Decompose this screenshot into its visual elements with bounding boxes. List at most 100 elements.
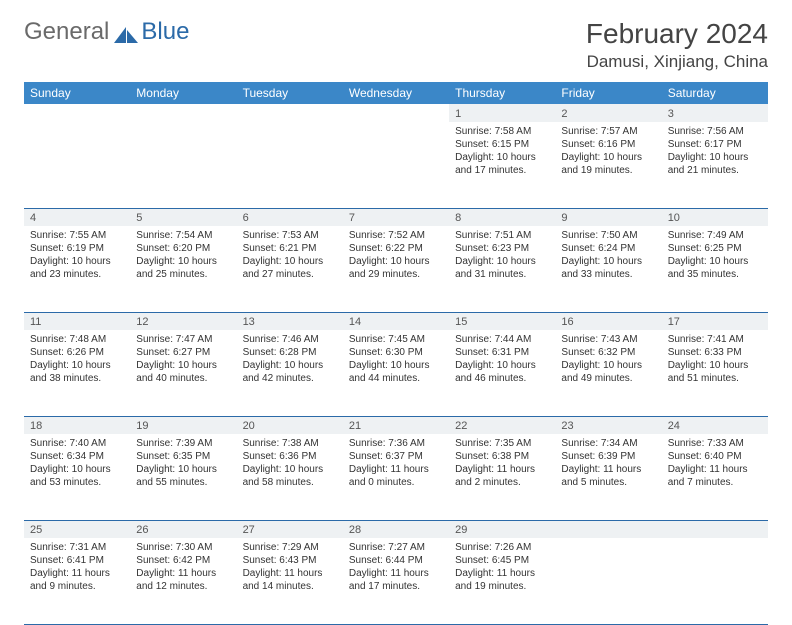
sunset-line: Sunset: 6:19 PM	[30, 242, 124, 255]
day-cell: Sunrise: 7:49 AMSunset: 6:25 PMDaylight:…	[662, 226, 768, 312]
sunset-line: Sunset: 6:21 PM	[243, 242, 337, 255]
calendar-body: 123 Sunrise: 7:58 AMSunset: 6:15 PMDayli…	[24, 104, 768, 624]
weekday-header: Saturday	[662, 82, 768, 104]
day-number-cell: 16	[555, 312, 661, 330]
day-number-cell: 25	[24, 520, 130, 538]
day-cell	[555, 538, 661, 624]
sunrise-line: Sunrise: 7:54 AM	[136, 229, 230, 242]
day-cell	[343, 122, 449, 208]
daylight-line: Daylight: 10 hours and 53 minutes.	[30, 463, 124, 489]
daylight-line: Daylight: 10 hours and 33 minutes.	[561, 255, 655, 281]
daylight-line: Daylight: 11 hours and 9 minutes.	[30, 567, 124, 593]
sunset-line: Sunset: 6:17 PM	[668, 138, 762, 151]
week-row: Sunrise: 7:58 AMSunset: 6:15 PMDaylight:…	[24, 122, 768, 208]
daylight-line: Daylight: 10 hours and 58 minutes.	[243, 463, 337, 489]
sunrise-line: Sunrise: 7:51 AM	[455, 229, 549, 242]
day-cell: Sunrise: 7:26 AMSunset: 6:45 PMDaylight:…	[449, 538, 555, 624]
day-number-cell: 14	[343, 312, 449, 330]
day-cell: Sunrise: 7:35 AMSunset: 6:38 PMDaylight:…	[449, 434, 555, 520]
sunset-line: Sunset: 6:42 PM	[136, 554, 230, 567]
daylight-line: Daylight: 11 hours and 17 minutes.	[349, 567, 443, 593]
weekday-header: Thursday	[449, 82, 555, 104]
brand-logo: General Blue	[24, 18, 189, 46]
brand-general: General	[24, 18, 109, 46]
day-cell: Sunrise: 7:53 AMSunset: 6:21 PMDaylight:…	[237, 226, 343, 312]
sunset-line: Sunset: 6:44 PM	[349, 554, 443, 567]
sunrise-line: Sunrise: 7:50 AM	[561, 229, 655, 242]
day-number-cell: 11	[24, 312, 130, 330]
day-number-cell: 1	[449, 104, 555, 122]
day-number-cell: 21	[343, 416, 449, 434]
day-cell: Sunrise: 7:29 AMSunset: 6:43 PMDaylight:…	[237, 538, 343, 624]
sunset-line: Sunset: 6:33 PM	[668, 346, 762, 359]
day-number-cell: 5	[130, 208, 236, 226]
daylight-line: Daylight: 10 hours and 38 minutes.	[30, 359, 124, 385]
brand-sail-icon	[113, 23, 139, 41]
day-cell: Sunrise: 7:47 AMSunset: 6:27 PMDaylight:…	[130, 330, 236, 416]
day-cell: Sunrise: 7:40 AMSunset: 6:34 PMDaylight:…	[24, 434, 130, 520]
week-row: Sunrise: 7:31 AMSunset: 6:41 PMDaylight:…	[24, 538, 768, 624]
daylight-line: Daylight: 10 hours and 49 minutes.	[561, 359, 655, 385]
week-row: Sunrise: 7:55 AMSunset: 6:19 PMDaylight:…	[24, 226, 768, 312]
month-title: February 2024	[586, 18, 768, 50]
sunrise-line: Sunrise: 7:46 AM	[243, 333, 337, 346]
sunset-line: Sunset: 6:15 PM	[455, 138, 549, 151]
sunrise-line: Sunrise: 7:39 AM	[136, 437, 230, 450]
sunrise-line: Sunrise: 7:26 AM	[455, 541, 549, 554]
daylight-line: Daylight: 11 hours and 7 minutes.	[668, 463, 762, 489]
day-number-cell: 8	[449, 208, 555, 226]
sunrise-line: Sunrise: 7:33 AM	[668, 437, 762, 450]
sunrise-line: Sunrise: 7:43 AM	[561, 333, 655, 346]
daylight-line: Daylight: 10 hours and 25 minutes.	[136, 255, 230, 281]
sunset-line: Sunset: 6:32 PM	[561, 346, 655, 359]
week-row: Sunrise: 7:48 AMSunset: 6:26 PMDaylight:…	[24, 330, 768, 416]
day-number-cell	[662, 520, 768, 538]
day-number-cell	[24, 104, 130, 122]
calendar-page: General Blue February 2024 Damusi, Xinji…	[0, 0, 792, 625]
daylight-line: Daylight: 10 hours and 55 minutes.	[136, 463, 230, 489]
title-block: February 2024 Damusi, Xinjiang, China	[586, 18, 768, 72]
sunrise-line: Sunrise: 7:58 AM	[455, 125, 549, 138]
day-cell: Sunrise: 7:43 AMSunset: 6:32 PMDaylight:…	[555, 330, 661, 416]
day-number-cell: 22	[449, 416, 555, 434]
daylight-line: Daylight: 10 hours and 46 minutes.	[455, 359, 549, 385]
sunrise-line: Sunrise: 7:31 AM	[30, 541, 124, 554]
calendar-table: SundayMondayTuesdayWednesdayThursdayFrid…	[24, 82, 768, 625]
sunrise-line: Sunrise: 7:41 AM	[668, 333, 762, 346]
daylight-line: Daylight: 10 hours and 44 minutes.	[349, 359, 443, 385]
day-number-cell: 9	[555, 208, 661, 226]
weekday-header: Sunday	[24, 82, 130, 104]
day-number-row: 18192021222324	[24, 416, 768, 434]
daylight-line: Daylight: 10 hours and 23 minutes.	[30, 255, 124, 281]
weekday-header: Friday	[555, 82, 661, 104]
day-number-cell: 15	[449, 312, 555, 330]
sunrise-line: Sunrise: 7:53 AM	[243, 229, 337, 242]
day-number-row: 123	[24, 104, 768, 122]
sunset-line: Sunset: 6:20 PM	[136, 242, 230, 255]
day-number-row: 11121314151617	[24, 312, 768, 330]
sunrise-line: Sunrise: 7:29 AM	[243, 541, 337, 554]
day-cell: Sunrise: 7:41 AMSunset: 6:33 PMDaylight:…	[662, 330, 768, 416]
day-number-cell: 2	[555, 104, 661, 122]
day-cell: Sunrise: 7:46 AMSunset: 6:28 PMDaylight:…	[237, 330, 343, 416]
day-number-cell	[237, 104, 343, 122]
sunrise-line: Sunrise: 7:47 AM	[136, 333, 230, 346]
sunset-line: Sunset: 6:24 PM	[561, 242, 655, 255]
sunset-line: Sunset: 6:27 PM	[136, 346, 230, 359]
location: Damusi, Xinjiang, China	[586, 52, 768, 72]
day-number-cell: 20	[237, 416, 343, 434]
sunset-line: Sunset: 6:25 PM	[668, 242, 762, 255]
sunset-line: Sunset: 6:22 PM	[349, 242, 443, 255]
sunset-line: Sunset: 6:43 PM	[243, 554, 337, 567]
day-number-cell: 28	[343, 520, 449, 538]
day-number-row: 2526272829	[24, 520, 768, 538]
sunrise-line: Sunrise: 7:36 AM	[349, 437, 443, 450]
day-number-cell: 23	[555, 416, 661, 434]
day-cell: Sunrise: 7:27 AMSunset: 6:44 PMDaylight:…	[343, 538, 449, 624]
weekday-header-row: SundayMondayTuesdayWednesdayThursdayFrid…	[24, 82, 768, 104]
day-number-cell: 6	[237, 208, 343, 226]
sunrise-line: Sunrise: 7:44 AM	[455, 333, 549, 346]
day-number-cell: 3	[662, 104, 768, 122]
day-cell: Sunrise: 7:33 AMSunset: 6:40 PMDaylight:…	[662, 434, 768, 520]
daylight-line: Daylight: 10 hours and 51 minutes.	[668, 359, 762, 385]
